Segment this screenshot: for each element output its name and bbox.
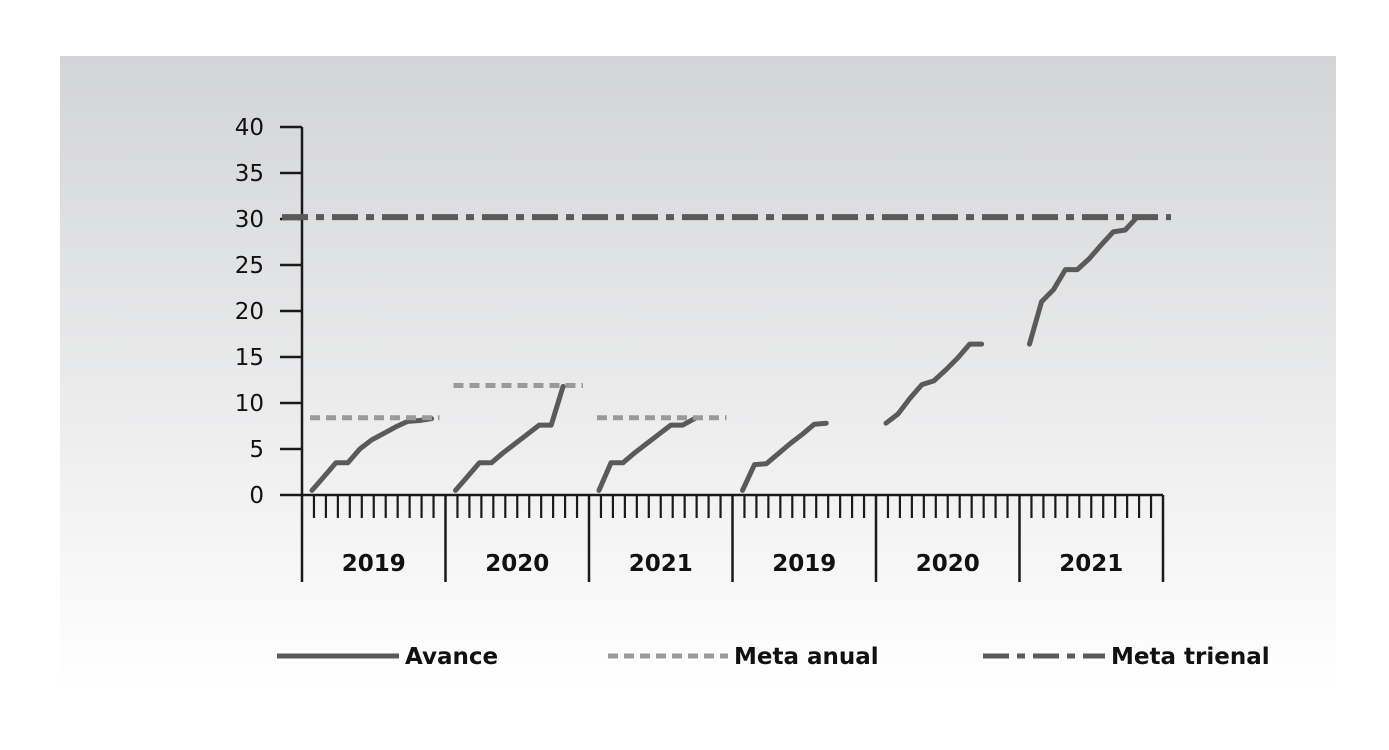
y-tick-label: 35 — [235, 161, 264, 187]
y-tick-label: 15 — [235, 345, 264, 371]
y-tick-label: 0 — [249, 483, 264, 509]
series-avance-line — [883, 341, 985, 426]
axes-layer — [280, 125, 1165, 582]
year-label-2020: 2020 — [916, 551, 980, 577]
y-tick-label: 40 — [235, 115, 264, 141]
year-label-2019: 2019 — [342, 551, 406, 577]
series-layer — [282, 214, 1171, 493]
series-avance-line — [453, 383, 566, 493]
legend-meta-trienal-label: Meta trienal — [1111, 644, 1270, 670]
year-label-2021: 2021 — [629, 551, 693, 577]
labels-layer: 0 5 10 15 20 25 30 35 40 2019 2020 2021 2019 2020 2021 — [235, 115, 1124, 577]
series-avance-line — [740, 420, 829, 493]
year-label-2020: 2020 — [485, 551, 549, 577]
series-avance-line — [596, 416, 698, 493]
y-tick-label: 20 — [235, 299, 264, 325]
plot-background — [60, 56, 1336, 692]
y-tick-label: 10 — [235, 391, 264, 417]
year-label-2021: 2021 — [1059, 551, 1123, 577]
y-tick-label: 30 — [235, 207, 264, 233]
y-tick-label: 5 — [249, 437, 264, 463]
series-avance-line — [1027, 214, 1140, 347]
legend-avance-label: Avance — [405, 644, 498, 670]
legend-meta-anual-label: Meta anual — [734, 644, 879, 670]
legend: Avance Meta anual Meta trienal — [277, 644, 1270, 670]
series-avance-line — [309, 416, 435, 493]
year-label-2019: 2019 — [772, 551, 836, 577]
y-tick-label: 25 — [235, 253, 264, 279]
